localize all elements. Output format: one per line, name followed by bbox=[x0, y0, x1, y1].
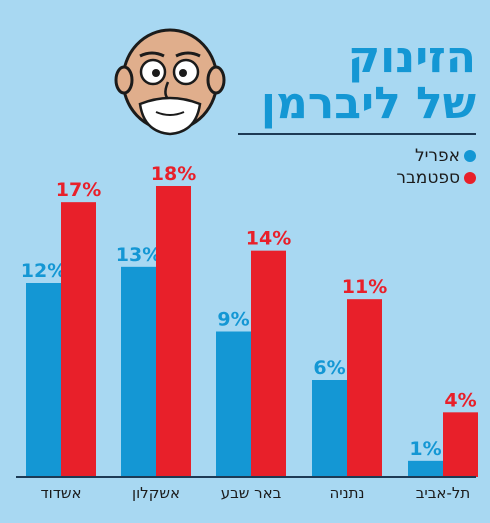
category-label-0: אשדוד bbox=[40, 484, 81, 502]
value-label-september-4: 4% bbox=[444, 389, 476, 411]
value-label-september-0: 17% bbox=[56, 179, 101, 201]
value-label-april-1: 13% bbox=[116, 244, 161, 266]
bar-april-3 bbox=[312, 380, 347, 477]
caricature-face-icon bbox=[114, 28, 226, 136]
value-label-september-2: 14% bbox=[246, 228, 291, 250]
legend-label-september: ספטמבר bbox=[396, 168, 460, 188]
value-label-april-0: 12% bbox=[21, 260, 66, 282]
category-label-4: תל-אביב bbox=[416, 484, 471, 502]
bar-april-4 bbox=[408, 460, 443, 477]
bar-april-1 bbox=[121, 266, 156, 477]
value-label-april-2: 9% bbox=[217, 309, 249, 331]
value-label-april-3: 6% bbox=[313, 357, 345, 379]
bar-september-1 bbox=[156, 186, 191, 477]
legend-swatch-april bbox=[464, 150, 476, 162]
legend-label-april: אפריל bbox=[414, 146, 460, 166]
title-underline bbox=[238, 133, 476, 135]
bar-september-2 bbox=[251, 250, 286, 477]
legend-swatch-september bbox=[464, 172, 476, 184]
chart-title-line-2: של ליברמן bbox=[260, 78, 476, 129]
bar-september-4 bbox=[443, 412, 478, 477]
bar-september-3 bbox=[347, 299, 382, 477]
chart-title-line-1: הזינוק bbox=[347, 32, 476, 83]
bars-group: 12% 17% 13% 18% 9% 14% 6% 11% 1% 4% bbox=[21, 163, 478, 477]
legend-item-september: ספטמבר bbox=[396, 168, 476, 188]
category-label-2: באר שבע bbox=[221, 484, 282, 502]
category-label-1: אשקלון bbox=[132, 484, 180, 502]
value-label-april-4: 1% bbox=[409, 438, 441, 460]
bar-september-0 bbox=[61, 202, 96, 477]
category-label-3: נתניה bbox=[329, 484, 364, 502]
bar-april-2 bbox=[216, 331, 251, 477]
bar-april-0 bbox=[26, 283, 61, 477]
legend-item-april: אפריל bbox=[415, 146, 476, 166]
value-label-september-3: 11% bbox=[342, 276, 387, 298]
value-label-september-1: 18% bbox=[151, 163, 196, 185]
category-labels: אשדוד אשקלון באר שבע נתניה תל-אביב bbox=[40, 484, 470, 502]
